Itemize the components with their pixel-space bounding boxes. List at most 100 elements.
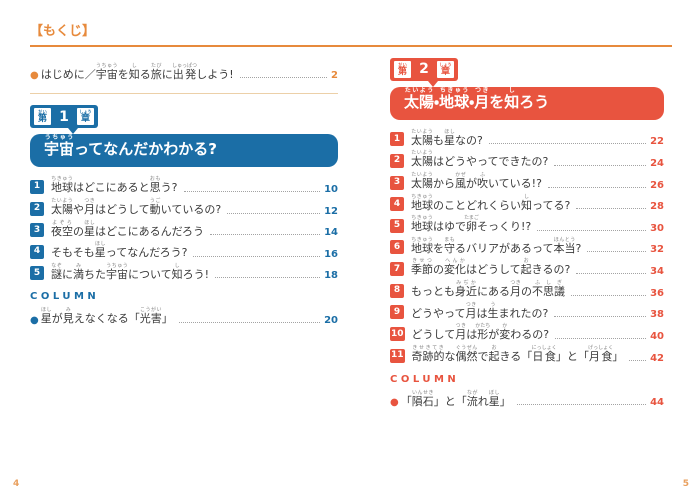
right-page-column: 第だい 2 章しょう 太陽たいよう・地球ちきゅう・月つきを知しろう 1 太陽たい…: [390, 47, 664, 412]
item-number-box: 5: [30, 266, 44, 281]
item-number-box: 4: [30, 244, 44, 259]
dotted-leader: [178, 322, 321, 324]
dotted-leader: [576, 208, 647, 210]
item-page-number: 34: [650, 266, 664, 278]
dotted-leader: [571, 294, 647, 296]
table-row: 10 どうして月つきは形かたちが変かわるの? 40: [390, 323, 664, 342]
item-text: 太陽たいようはどうやってできたの?: [411, 150, 549, 169]
table-row: 4 地球ちきゅうのことどれくらい知しってる? 28: [390, 193, 664, 213]
item-page-number: 10: [324, 183, 338, 195]
item-text: 太陽たいようも星ほしなの?: [411, 128, 483, 147]
table-row: 5 謎なぞに満みちた宇宙うちゅうについて知しろう! 18: [30, 263, 338, 282]
dotted-leader: [554, 316, 647, 318]
item-page-number: 18: [324, 270, 338, 282]
item-number-box: 11: [390, 348, 405, 363]
table-row: 7 季節きせつの変化へんかはどうして起おきるの? 34: [390, 258, 664, 277]
item-text: もっとも身近みぢかにある月つきの不思議ふしぎ: [411, 280, 565, 299]
item-text: どうやって月つきは生うまれたの?: [411, 301, 549, 320]
item-page-number: 36: [650, 287, 664, 299]
item-text: 地球ちきゅうはどこにあると思おもう?: [51, 176, 178, 195]
item-page-number: 38: [650, 309, 664, 321]
table-row: 3 夜空よぞらの星ほしはどこにあるんだろう 14: [30, 220, 338, 239]
item-text: 季節きせつの変化へんかはどうして起おきるの?: [411, 258, 571, 277]
chapter-badge-prefix: 第だい: [394, 60, 411, 78]
item-page-number: 16: [324, 248, 338, 260]
item-number-box: 5: [390, 218, 404, 233]
column-item-text: 「隕石いんせき」と「流ながれ星ぼし」: [400, 389, 511, 408]
toc-columns: ● はじめに／宇宙うちゅうを知しる旅たびに出発しゅっぱつしよう! 2 第だい 1…: [30, 47, 672, 412]
chapter-1-badge: 第だい 1 章しょう: [30, 105, 98, 129]
item-number-box: 7: [390, 262, 404, 277]
item-number-box: 3: [30, 223, 44, 238]
item-number-box: 3: [390, 175, 404, 190]
item-page-number: 42: [650, 352, 664, 364]
chapter-badge-pointer: [68, 128, 78, 135]
dotted-leader: [239, 77, 328, 79]
table-row: 6 地球ちきゅうを守まもるバリアがあるって本当ほんとう? 32: [390, 236, 664, 256]
chapter-badge-suffix: 章しょう: [77, 108, 94, 126]
dotted-leader: [587, 251, 647, 253]
item-text: 地球ちきゅうはゆで卵たまごそっくり!?: [411, 215, 532, 234]
chapter-1-section: 第だい 1 章しょう 宇宙うちゅうってなんだかわかる? 1 地球ちきゅうはどこに…: [30, 105, 338, 326]
item-page-number: 26: [650, 179, 664, 191]
item-number-box: 10: [390, 327, 405, 341]
column-bullet-icon: ●: [30, 315, 39, 327]
item-number-box: 1: [390, 132, 404, 147]
folio-left: 4: [13, 479, 20, 489]
dotted-leader: [183, 190, 321, 192]
item-text: そもそも星ほしってなんだろう?: [51, 241, 188, 260]
table-row: 11 奇跡的きせきてきな偶然ぐうぜんで起おきる「日食にっしょく」と「月食げっしょ…: [390, 345, 664, 364]
dotted-leader: [576, 273, 647, 275]
table-row: 8 もっとも身近みぢかにある月つきの不思議ふしぎ 36: [390, 280, 664, 299]
table-row: 9 どうやって月つきは生うまれたの? 38: [390, 301, 664, 321]
item-number-box: 2: [30, 201, 44, 216]
column-item-page-number: 44: [650, 397, 664, 409]
table-row: 3 太陽たいようから風かぜが吹ふいている!? 26: [390, 172, 664, 191]
column-label: COLUMN: [390, 373, 460, 385]
header-rule: [30, 44, 672, 47]
item-page-number: 24: [650, 157, 664, 169]
column-bullet-icon: ●: [390, 397, 399, 409]
item-page-number: 14: [324, 227, 338, 239]
table-row: 1 太陽たいようも星ほしなの? 22: [390, 128, 664, 147]
item-page-number: 28: [650, 201, 664, 213]
dotted-leader: [227, 212, 321, 214]
item-number-box: 8: [390, 283, 404, 298]
intro-page-number: 2: [331, 70, 338, 82]
column-row: ● 星ほしが見みえなくなる「光害こうがい」 20: [30, 307, 338, 326]
item-text: 地球ちきゅうのことどれくらい知しってる?: [411, 193, 571, 212]
column-item-page-number: 20: [324, 315, 338, 327]
item-number-box: 6: [390, 240, 404, 255]
bullet-icon: ●: [30, 70, 39, 82]
dotted-leader: [554, 164, 647, 166]
item-number-box: 9: [390, 305, 404, 320]
table-row: 4 そもそも星ほしってなんだろう? 16: [30, 241, 338, 260]
item-page-number: 12: [324, 205, 338, 217]
item-number-box: 4: [390, 197, 404, 212]
dotted-leader: [537, 229, 647, 231]
chapter-2-section: 第だい 2 章しょう 太陽たいよう・地球ちきゅう・月つきを知しろう 1 太陽たい…: [390, 57, 664, 409]
dotted-leader: [547, 186, 647, 188]
item-text: 地球ちきゅうを守まもるバリアがあるって本当ほんとう?: [411, 236, 582, 255]
chapter-1-item-list: 1 地球ちきゅうはどこにあると思おもう? 10 2 太陽たいようや月つきはどうし…: [30, 176, 338, 281]
item-page-number: 32: [650, 244, 664, 256]
table-row: 1 地球ちきゅうはどこにあると思おもう? 10: [30, 176, 338, 195]
intro-row: ● はじめに／宇宙うちゅうを知しる旅たびに出発しゅっぱつしよう! 2: [30, 63, 338, 82]
chapter-2-title: 太陽たいよう・地球ちきゅう・月つきを知しろう: [390, 86, 664, 120]
chapter-badge-pointer: [428, 80, 438, 87]
chapter-badge-number: 2: [419, 61, 429, 78]
chapter-2-item-list: 1 太陽たいようも星ほしなの? 22 2 太陽たいようはどうやってできたの? 2…: [390, 129, 664, 364]
dotted-leader: [629, 359, 647, 361]
item-text: どうして月つきは形かたちが変かわるの?: [411, 323, 550, 342]
folio-right: 5: [682, 479, 689, 489]
intro-divider-rule: [30, 93, 338, 95]
item-page-number: 30: [650, 222, 664, 234]
column-item-text: 星ほしが見みえなくなる「光害こうがい」: [40, 307, 173, 326]
dotted-leader: [210, 234, 321, 236]
page-title: 【もくじ】: [30, 24, 96, 39]
table-row: 2 太陽たいようはどうやってできたの? 24: [390, 150, 664, 169]
chapter-badge-number: 1: [59, 108, 69, 125]
chapter-1-column-list: ● 星ほしが見みえなくなる「光害こうがい」 20: [30, 307, 338, 326]
item-text: 太陽たいようから風かぜが吹ふいている!?: [411, 171, 542, 190]
